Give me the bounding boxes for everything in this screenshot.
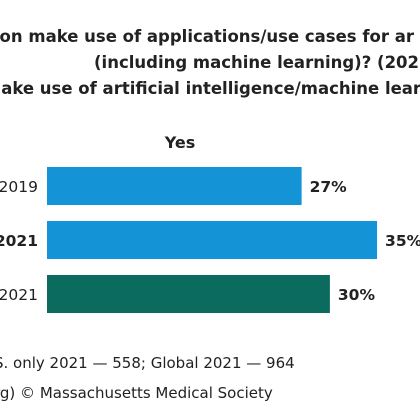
bar-1 — [47, 221, 378, 259]
bar-0 — [47, 167, 302, 205]
value-label-0: 27% — [310, 178, 348, 196]
category-label-0: 2019 — [0, 178, 38, 196]
value-label-2: 30% — [338, 286, 376, 304]
bar-2 — [47, 275, 330, 313]
chart-title-line-1: tion make use of applications/use cases … — [0, 27, 415, 46]
chart-subtitle: make use of artificial intelligence/mach… — [0, 79, 420, 98]
category-label-2: 2021 — [0, 286, 38, 304]
footnote-copyright: rg) © Massachusetts Medical Society — [0, 384, 273, 402]
chart-title-line-2: (including machine learning)? (2021) — [94, 53, 420, 72]
chart-column-header: Yes — [164, 133, 196, 152]
footnote-sample-size: S. only 2021 — 558; Global 2021 — 964 — [0, 354, 295, 372]
value-label-1: 35% — [385, 232, 420, 250]
category-label-1: 2021 — [0, 232, 38, 250]
